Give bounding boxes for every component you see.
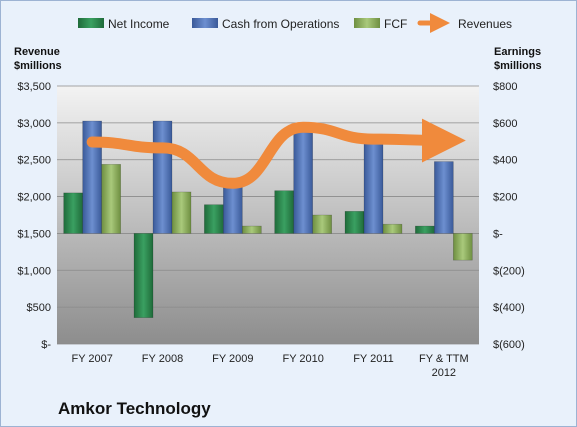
cash-from-operations-bar: [293, 131, 313, 234]
net-income-bar: [344, 211, 365, 234]
legend: Net Income Cash from Operations FCF Reve…: [78, 13, 512, 33]
right-tick-label: $(400): [493, 302, 525, 314]
x-tick-label: FY 2010: [282, 353, 323, 365]
left-tick-label: $3,500: [17, 81, 51, 93]
right-axis-title-line2: $millions: [494, 60, 542, 72]
right-tick-label: $-: [493, 228, 503, 240]
revenue-line-group: [86, 118, 466, 189]
left-tick-label: $500: [27, 302, 51, 314]
x-tick-label: FY 2011: [353, 353, 394, 365]
left-axis-title-line1: Revenue: [14, 46, 60, 58]
left-tick-label: $1,500: [17, 228, 51, 240]
bars: [63, 120, 473, 318]
x-tick-label: FY & TTM: [419, 353, 469, 365]
x-tick-label: FY 2007: [71, 353, 112, 365]
cash-from-operations-bar: [363, 139, 384, 234]
left-tick-label: $2,000: [17, 192, 51, 204]
left-axis-title-line2: $millions: [14, 60, 62, 72]
cash-from-operations-bar: [434, 161, 454, 234]
right-tick-label: $400: [493, 155, 517, 167]
revenues-line: [86, 118, 466, 189]
net-income-bar: [274, 190, 294, 234]
left-tick-label: $2,500: [17, 155, 51, 167]
fcf-bar: [242, 225, 262, 234]
legend-label-fcf: FCF: [384, 17, 407, 31]
net-income-bar: [204, 204, 224, 234]
fcf-bar: [453, 233, 473, 261]
right-tick-label: $200: [493, 192, 517, 204]
fcf-bar: [171, 191, 192, 234]
x-axis-ticks: FY 2007 FY 2008 FY 2009 FY 2010 FY 2011 FY & …: [71, 353, 468, 379]
cash-from-operations-bar: [152, 120, 173, 234]
legend-label-net-income: Net Income: [108, 17, 170, 31]
legend-label-revenues: Revenues: [458, 17, 512, 31]
left-tick-label: $3,000: [17, 118, 51, 130]
legend-swatch-cash-from-operations: [192, 18, 218, 28]
left-axis-ticks: $- $500 $1,000 $1,500 $2,000 $2,500 $3,000 $3,5…: [17, 81, 51, 351]
plot-area: [57, 86, 479, 344]
x-tick-label: FY 2008: [142, 353, 183, 365]
right-axis-ticks: $(600) $(400) $(200) $- $200 $400 $600 $800: [493, 81, 525, 351]
fcf-bar: [382, 223, 403, 234]
company-name: Amkor Technology: [58, 399, 211, 418]
legend-label-cash-from-operations: Cash from Operations: [222, 17, 339, 31]
left-tick-label: $1,000: [17, 265, 51, 277]
x-tick-label: FY 2009: [212, 353, 253, 365]
x-tick-label: 2012: [432, 367, 456, 379]
right-tick-label: $800: [493, 81, 517, 93]
legend-swatch-net-income: [78, 18, 104, 28]
fcf-bar: [101, 164, 121, 234]
right-tick-label: $600: [493, 118, 517, 130]
net-income-bar: [133, 233, 154, 318]
left-tick-label: $-: [41, 339, 51, 351]
right-tick-label: $(600): [493, 339, 525, 351]
legend-swatch-fcf: [354, 18, 380, 28]
right-axis-title-line1: Earnings: [494, 46, 541, 58]
net-income-bar: [63, 192, 83, 234]
fcf-bar: [312, 214, 332, 234]
net-income-bar: [415, 225, 435, 234]
right-tick-label: $(200): [493, 265, 525, 277]
